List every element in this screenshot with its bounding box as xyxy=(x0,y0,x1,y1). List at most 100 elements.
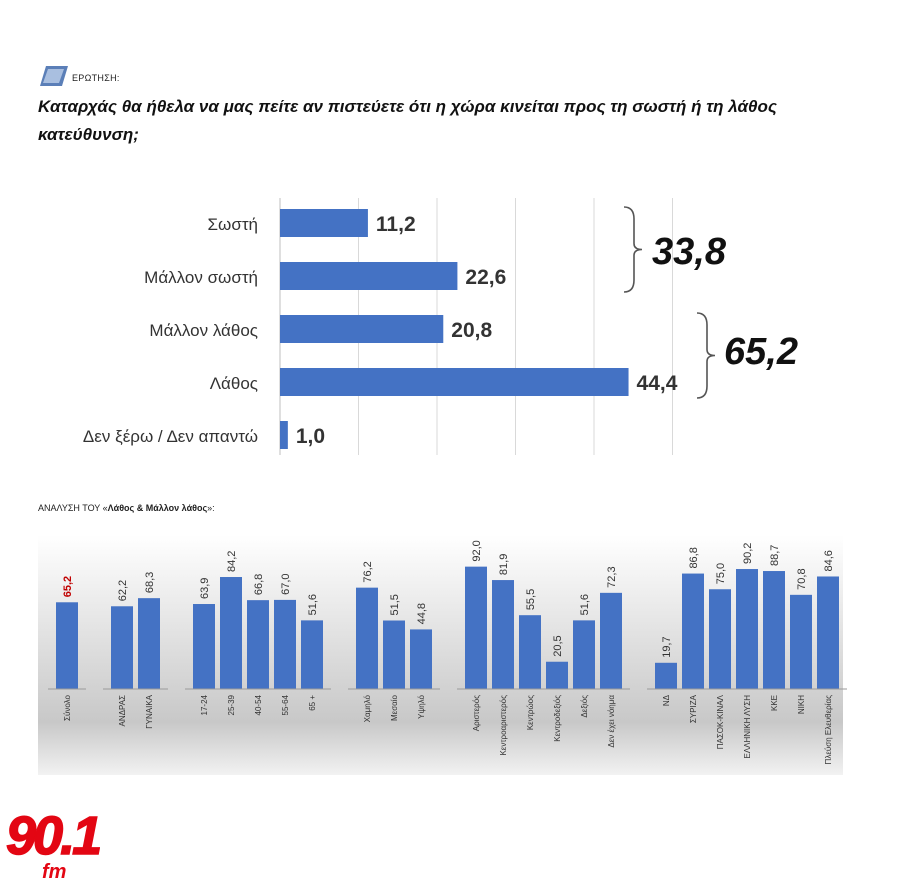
value-label: 20,5 xyxy=(552,635,564,656)
chart-background xyxy=(38,535,843,775)
category-label: Μεσαίο xyxy=(390,694,399,721)
question-text: Καταρχάς θα ήθελα να μας πείτε αν πιστεύ… xyxy=(38,97,777,144)
value-label: 72,3 xyxy=(606,566,618,587)
bar xyxy=(280,421,288,449)
bar xyxy=(280,209,368,237)
bar xyxy=(600,592,622,689)
group-brace xyxy=(623,206,643,293)
value-label: 62,2 xyxy=(117,580,129,601)
category-label: Δεν ξέρω / Δεν απαντώ xyxy=(83,427,258,446)
category-label: ΝΙΚΗ xyxy=(797,695,806,714)
category-label: 25-39 xyxy=(227,694,236,715)
category-label: Αριστερός xyxy=(472,695,481,731)
value-label: 75,0 xyxy=(715,563,727,584)
value-label: 84,2 xyxy=(226,551,238,572)
category-label: Πλεύση Ελευθερίας xyxy=(824,695,833,765)
category-label: Υψηλό xyxy=(417,694,426,718)
bar xyxy=(301,620,323,689)
category-label: Μάλλον λάθος xyxy=(149,321,258,340)
category-label: Λάθος xyxy=(210,374,258,393)
value-label: 20,8 xyxy=(451,319,492,342)
value-label: 44,8 xyxy=(416,603,428,624)
category-label: ΚΚΕ xyxy=(770,695,779,711)
bar xyxy=(736,569,758,689)
breakdown-title: ΑΝΑΛΥΣΗ ΤΟΥ «Λάθος & Μάλλον λάθος»: xyxy=(38,503,215,513)
category-label: 17-24 xyxy=(200,694,209,715)
breakdown-bar-chart: 65,2 Σύνολο 62,2 ΑΝΔΡΑΣ 68,3 ΓΥΝΑΙΚΑ 63,9 17-24… xyxy=(38,535,847,775)
bar xyxy=(546,661,568,689)
category-label: Κεντροαριστερός xyxy=(499,695,508,756)
value-label: 68,3 xyxy=(144,572,156,593)
bar xyxy=(193,604,215,689)
group-total: 33,8 xyxy=(652,231,727,273)
bar xyxy=(247,600,269,689)
breakdown-title-prefix: ΑΝΑΛΥΣΗ ΤΟΥ « xyxy=(38,503,108,513)
group-brace xyxy=(696,312,716,399)
category-label: ΕΛΛΗΝΙΚΗ ΛΥΣΗ xyxy=(743,695,752,759)
bar xyxy=(356,587,378,689)
bar xyxy=(138,598,160,689)
bar xyxy=(280,368,629,396)
bar xyxy=(111,606,133,689)
category-label: Κεντρώος xyxy=(526,695,535,730)
value-label: 1,0 xyxy=(296,425,325,448)
value-label: 51,6 xyxy=(307,594,319,615)
value-label: 76,2 xyxy=(362,561,374,582)
category-label: Χαμηλό xyxy=(363,694,372,722)
category-label: Δεξιός xyxy=(580,695,589,718)
category-label: ΝΔ xyxy=(662,694,671,706)
value-label: 63,9 xyxy=(199,578,211,599)
value-label: 84,6 xyxy=(823,550,835,571)
value-label: 19,7 xyxy=(661,636,673,657)
value-label: 51,6 xyxy=(579,594,591,615)
value-label: 86,8 xyxy=(688,547,700,568)
bar xyxy=(220,577,242,689)
category-label: 65 + xyxy=(308,695,317,711)
value-label: 81,9 xyxy=(498,554,510,575)
category-label: ΣΥΡΙΖΑ xyxy=(689,694,698,723)
bar xyxy=(519,615,541,689)
main-bar-chart: Σωστή 11,2 Μάλλον σωστή 22,6 Μάλλον λάθος 20,… xyxy=(83,198,798,455)
value-label: 11,2 xyxy=(376,213,416,236)
radio-logo: 90.1 fm xyxy=(5,805,100,883)
breakdown-title-bold: Λάθος & Μάλλον λάθος xyxy=(107,503,208,513)
bar xyxy=(280,262,458,290)
question-logo-icon xyxy=(40,66,68,86)
bar xyxy=(56,602,78,689)
value-label: 65,2 xyxy=(62,576,74,597)
category-label: Σύνολο xyxy=(63,694,72,720)
group-total: 65,2 xyxy=(724,331,798,373)
value-label: 88,7 xyxy=(769,545,781,566)
category-label: Σωστή xyxy=(208,215,258,234)
breakdown-title-suffix: »: xyxy=(207,503,215,513)
bar xyxy=(763,571,785,689)
category-label: Κεντροδεξιός xyxy=(553,695,562,742)
bar xyxy=(492,580,514,689)
category-label: 40-54 xyxy=(254,694,263,715)
category-label: ΓΥΝΑΙΚΑ xyxy=(145,694,154,728)
bar xyxy=(410,629,432,689)
value-label: 66,8 xyxy=(253,574,265,595)
category-label: Μάλλον σωστή xyxy=(144,268,258,287)
category-label: 55-64 xyxy=(281,694,290,715)
bar xyxy=(709,589,731,689)
bar xyxy=(790,594,812,689)
bar xyxy=(682,573,704,689)
bar xyxy=(280,315,444,343)
value-label: 90,2 xyxy=(742,543,754,564)
logo-suffix: fm xyxy=(42,861,66,883)
bar xyxy=(465,566,487,689)
logo-number: 90.1 xyxy=(6,806,100,866)
category-label: ΑΝΔΡΑΣ xyxy=(118,695,127,727)
value-label: 44,4 xyxy=(637,372,678,395)
bar xyxy=(383,620,405,689)
category-label: Δεν έχει νόημα xyxy=(607,695,616,748)
bar xyxy=(655,662,677,689)
value-label: 55,5 xyxy=(525,589,537,610)
value-label: 67,0 xyxy=(280,573,292,594)
value-label: 70,8 xyxy=(796,568,808,589)
value-label: 51,5 xyxy=(389,594,401,615)
value-label: 22,6 xyxy=(465,266,506,289)
value-label: 92,0 xyxy=(471,540,483,561)
category-label: ΠΑΣΟΚ-ΚΙΝΑΛ xyxy=(716,694,725,749)
